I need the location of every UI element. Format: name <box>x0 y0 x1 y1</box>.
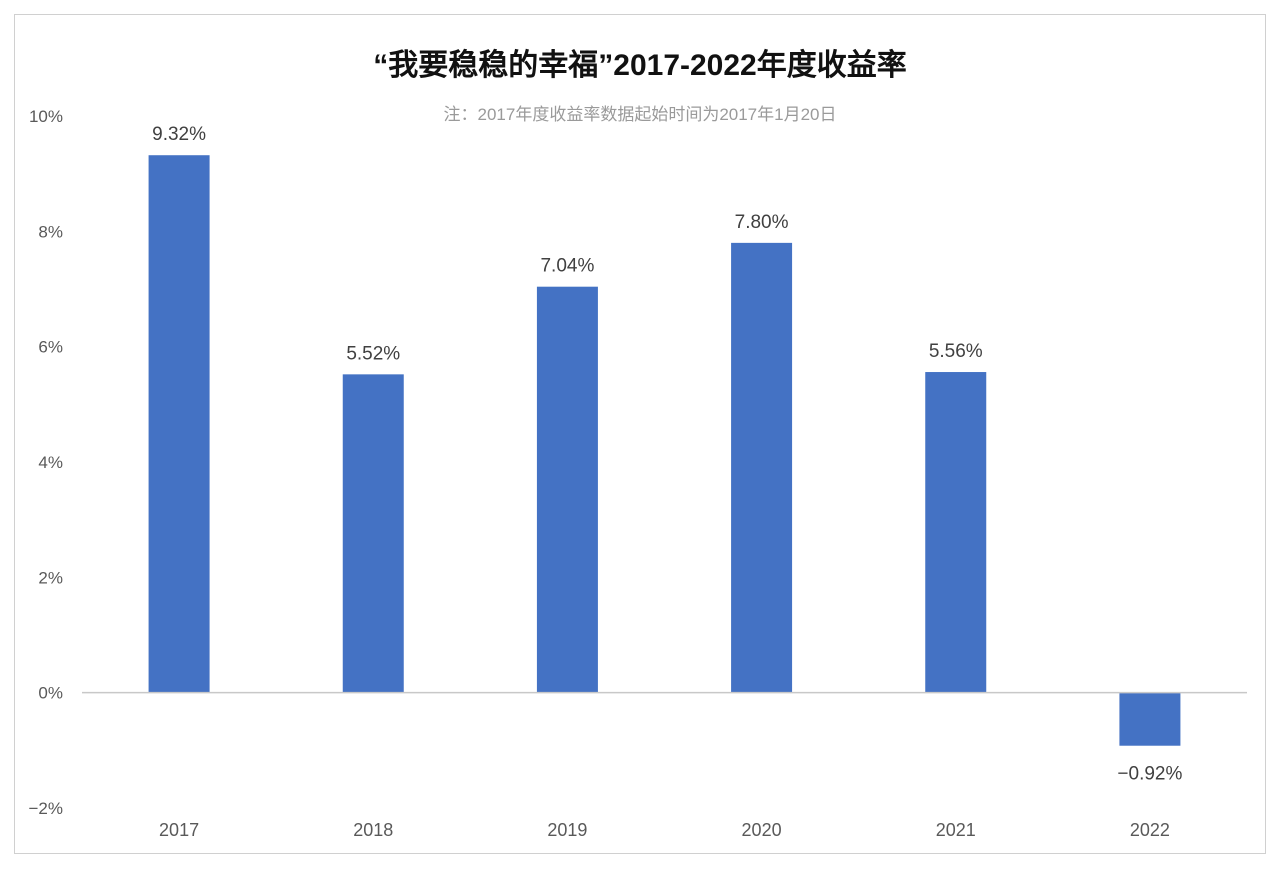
bar-2022 <box>1119 692 1181 746</box>
y-tick-label: 4% <box>38 453 63 472</box>
chart-subtitle: 注：2017年度收益率数据起始时间为2017年1月20日 <box>443 105 837 124</box>
bar-2021 <box>925 372 987 693</box>
x-tick-label-2020: 2020 <box>742 820 782 840</box>
bar-2018 <box>342 374 404 693</box>
y-axis: 10% 8% 6% 4% 2% 0% −2% <box>29 107 64 818</box>
chart-frame <box>14 14 1266 854</box>
data-label-2020: 7.80% <box>735 212 789 233</box>
x-tick-label-2018: 2018 <box>353 820 393 840</box>
y-tick-label: 10% <box>29 107 63 126</box>
bar-2020 <box>731 242 793 693</box>
data-label-2017: 9.32% <box>152 124 206 145</box>
chart-title: “我要稳稳的幸福”2017-2022年度收益率 <box>373 49 907 82</box>
data-label-2021: 5.56% <box>929 341 983 362</box>
bar-2019 <box>536 286 598 693</box>
data-label-2019: 7.04% <box>540 256 594 277</box>
x-tick-label-2019: 2019 <box>547 820 587 840</box>
y-tick-label: −2% <box>29 799 64 818</box>
x-tick-label-2022: 2022 <box>1130 820 1170 840</box>
y-tick-label: 0% <box>38 684 63 703</box>
data-label-2022: −0.92% <box>1117 764 1182 785</box>
y-tick-label: 2% <box>38 568 63 587</box>
x-tick-label-2017: 2017 <box>159 820 199 840</box>
bar-2017 <box>148 155 210 693</box>
y-tick-label: 8% <box>38 222 63 241</box>
x-tick-label-2021: 2021 <box>936 820 976 840</box>
data-labels: 9.32% 5.52% 7.04% 7.80% 5.56% −0.92% <box>152 124 1182 785</box>
data-label-2018: 5.52% <box>346 343 400 364</box>
y-tick-label: 6% <box>38 338 63 357</box>
bar-series <box>148 155 1181 746</box>
x-axis: 2017 2018 2019 2020 2021 2022 <box>159 820 1170 840</box>
